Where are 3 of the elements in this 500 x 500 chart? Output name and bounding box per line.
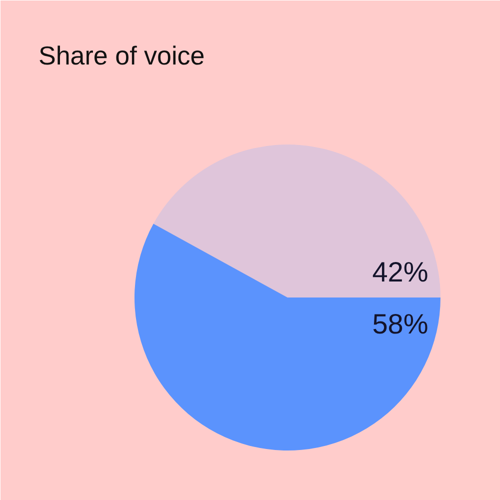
data-label: 42% — [372, 256, 428, 288]
chart-title: Share of voice — [38, 40, 205, 70]
data-label: 58% — [372, 308, 428, 340]
